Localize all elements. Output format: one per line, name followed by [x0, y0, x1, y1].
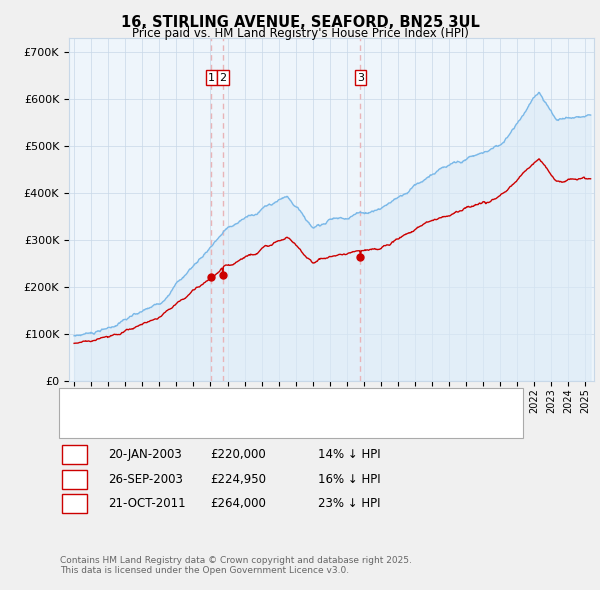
Text: £224,950: £224,950 [210, 473, 266, 486]
Text: 20-JAN-2003: 20-JAN-2003 [108, 448, 182, 461]
Text: 23% ↓ HPI: 23% ↓ HPI [318, 497, 380, 510]
Text: £220,000: £220,000 [210, 448, 266, 461]
Text: 1: 1 [208, 73, 215, 83]
Text: 16, STIRLING AVENUE, SEAFORD, BN25 3UL (detached house): 16, STIRLING AVENUE, SEAFORD, BN25 3UL (… [99, 395, 421, 405]
Text: 1: 1 [70, 448, 79, 461]
Text: 3: 3 [357, 73, 364, 83]
Text: 16% ↓ HPI: 16% ↓ HPI [318, 473, 380, 486]
Text: 26-SEP-2003: 26-SEP-2003 [108, 473, 183, 486]
Text: Price paid vs. HM Land Registry's House Price Index (HPI): Price paid vs. HM Land Registry's House … [131, 27, 469, 40]
Text: 2: 2 [220, 73, 226, 83]
Text: 3: 3 [70, 497, 79, 510]
Text: 14% ↓ HPI: 14% ↓ HPI [318, 448, 380, 461]
Text: 21-OCT-2011: 21-OCT-2011 [108, 497, 185, 510]
Text: 16, STIRLING AVENUE, SEAFORD, BN25 3UL: 16, STIRLING AVENUE, SEAFORD, BN25 3UL [121, 15, 479, 30]
Text: Contains HM Land Registry data © Crown copyright and database right 2025.
This d: Contains HM Land Registry data © Crown c… [60, 556, 412, 575]
Text: 2: 2 [70, 473, 79, 486]
Text: HPI: Average price, detached house, Lewes: HPI: Average price, detached house, Lewe… [99, 414, 324, 424]
Text: £264,000: £264,000 [210, 497, 266, 510]
